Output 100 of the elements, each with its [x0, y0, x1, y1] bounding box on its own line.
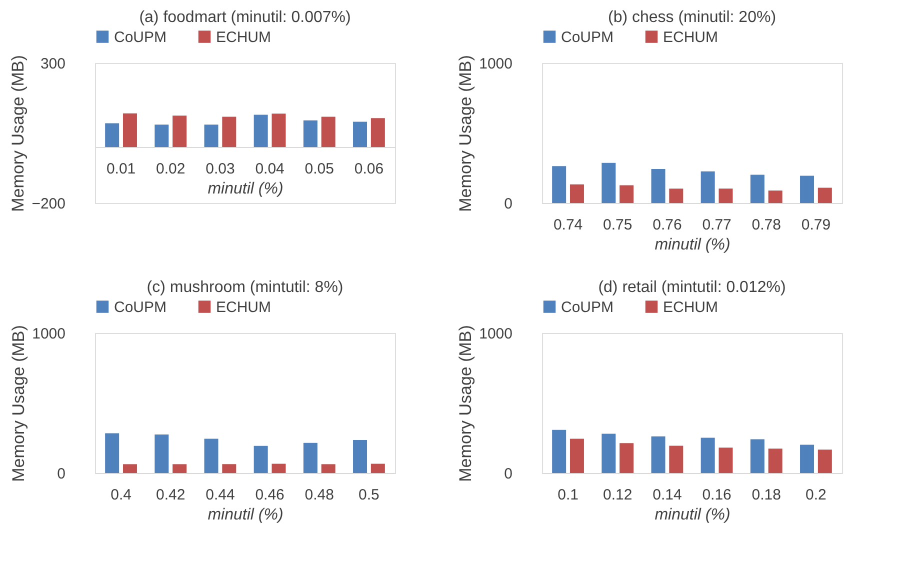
x-tick-label: 0.46: [255, 486, 284, 504]
bar: [370, 464, 385, 473]
legend-label: CoUPM: [561, 28, 614, 46]
y-tick-label: 1000: [32, 326, 66, 342]
bar: [669, 188, 684, 203]
bar: [700, 438, 715, 473]
bar: [254, 114, 268, 147]
y-tick-label: 1000: [479, 56, 512, 72]
x-tick-label: 0.79: [801, 216, 831, 234]
x-tick-label: 0.18: [752, 486, 781, 504]
x-axis-title: minutil (%): [654, 506, 730, 524]
bar: [818, 450, 832, 473]
y-axis-title: Memory Usage (MB): [456, 55, 476, 212]
x-tick-label: 0.01: [106, 160, 136, 178]
bar: [800, 444, 814, 473]
bar: [768, 448, 782, 473]
bar: [321, 116, 336, 147]
bar: [669, 446, 684, 473]
legend-label: ECHUM: [663, 28, 718, 46]
x-tick-label: 0.02: [156, 160, 186, 178]
x-tick-label: 0.05: [304, 160, 334, 178]
bar: [552, 166, 566, 203]
y-tick-label: 0: [504, 466, 512, 482]
x-axis-title: minutil (%): [208, 180, 284, 198]
bar: [602, 434, 616, 473]
bar: [204, 124, 218, 147]
bar: [303, 120, 318, 147]
y-axis-title: Memory Usage (MB): [456, 325, 476, 482]
bar: [602, 162, 616, 203]
y-tick-label: −200: [32, 196, 66, 212]
bar: [718, 188, 733, 203]
x-tick-label: 0.06: [354, 160, 384, 178]
x-tick-label: 0.12: [603, 486, 632, 504]
bar: [122, 113, 137, 147]
legend-label: ECHUM: [216, 28, 271, 46]
y-tick-label: 0: [57, 466, 66, 482]
x-tick-label: 0.16: [702, 486, 732, 504]
x-tick-label: 0.4: [110, 486, 132, 504]
x-tick-label: 0.1: [558, 486, 578, 504]
bar: [768, 190, 782, 203]
x-tick-label: 0.5: [358, 486, 380, 504]
legend-label: CoUPM: [114, 28, 167, 46]
chart-title: (d) retail (mintutil: 0.012%): [598, 279, 786, 296]
x-axis-title: minutil (%): [208, 506, 284, 524]
bar: [272, 464, 286, 473]
legend-label: ECHUM: [663, 298, 718, 316]
y-axis-title: Memory Usage (MB): [8, 55, 28, 212]
bar: [154, 434, 169, 473]
bar: [154, 124, 169, 147]
bar: [222, 464, 236, 473]
bar: [353, 122, 368, 147]
x-tick-label: 0.74: [553, 216, 583, 234]
chart-title: (a) foodmart (minutil: 0.007%): [139, 9, 351, 26]
bar: [204, 438, 218, 473]
bar: [303, 442, 318, 473]
x-tick-label: 0.76: [652, 216, 682, 234]
bar: [122, 464, 137, 473]
bar: [272, 114, 286, 147]
bar: [651, 436, 666, 473]
bar: [651, 168, 666, 203]
bar: [570, 438, 584, 473]
x-tick-label: 0.42: [156, 486, 186, 504]
y-tick-label: 0: [504, 196, 512, 212]
x-tick-label: 0.75: [603, 216, 632, 234]
bar: [321, 464, 336, 473]
y-axis-title: Memory Usage (MB): [9, 325, 28, 482]
bar: [172, 116, 187, 147]
legend-label: CoUPM: [561, 298, 614, 316]
bar: [570, 184, 584, 203]
bar: [370, 118, 385, 147]
x-tick-label: 0.03: [206, 160, 235, 178]
x-tick-label: 0.77: [702, 216, 732, 234]
legend-label: ECHUM: [216, 298, 271, 316]
bar: [254, 446, 268, 473]
chart-title: (c) mushroom (mintutil: 8%): [146, 279, 344, 296]
bar: [750, 174, 764, 203]
bar: [620, 185, 634, 203]
x-axis-title: minutil (%): [654, 236, 730, 254]
x-tick-label: 0.44: [206, 486, 235, 504]
y-tick-label: 1000: [479, 326, 512, 342]
bar: [552, 430, 566, 473]
bar: [172, 464, 187, 473]
x-tick-label: 0.48: [304, 486, 334, 504]
bar: [105, 433, 120, 473]
bar: [620, 443, 634, 473]
bar: [750, 439, 764, 473]
y-tick-label: 300: [40, 56, 66, 72]
bar: [700, 171, 715, 203]
bar: [105, 123, 120, 147]
x-tick-label: 0.2: [806, 486, 826, 504]
bar: [818, 188, 832, 203]
bar: [718, 448, 733, 473]
bar: [353, 440, 368, 473]
x-tick-label: 0.14: [652, 486, 682, 504]
x-tick-label: 0.04: [255, 160, 284, 178]
chart-title: (b) chess (minutil: 20%): [608, 9, 776, 26]
bar: [222, 116, 236, 147]
bar: [800, 176, 814, 203]
x-tick-label: 0.78: [752, 216, 781, 234]
legend-label: CoUPM: [114, 298, 167, 316]
